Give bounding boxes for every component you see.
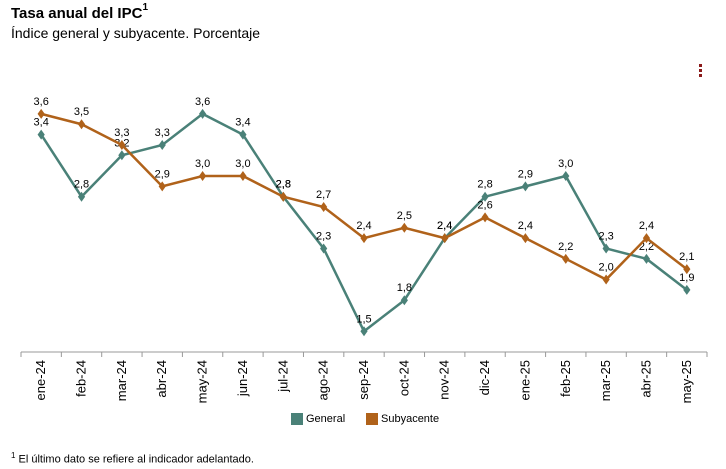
x-tick-label: jun-24 [235, 360, 250, 397]
data-label-general: 3,6 [195, 96, 210, 108]
x-tick-label: mar-25 [598, 360, 613, 401]
legend-label-subyacente: Subyacente [381, 413, 440, 425]
legend-item-general[interactable]: General [291, 413, 345, 425]
data-point-general [400, 295, 408, 306]
data-point-general [77, 191, 86, 202]
data-point-subyacente [77, 119, 86, 130]
x-tick-label: may-25 [679, 360, 694, 403]
data-label-subyacente: 2,6 [477, 199, 492, 211]
data-label-subyacente: 2,4 [639, 220, 654, 232]
data-label-subyacente: 3,3 [114, 127, 129, 139]
data-point-subyacente [562, 253, 570, 264]
legend-swatch-general [291, 413, 303, 425]
data-label-general: 3,4 [235, 117, 250, 129]
data-point-subyacente [360, 233, 368, 244]
data-label-general: 2,9 [518, 168, 533, 180]
x-tick-label: mar-24 [114, 360, 129, 401]
data-label-subyacente: 2,4 [518, 220, 533, 232]
x-tick-label: ago-24 [316, 360, 331, 400]
data-label-subyacente: 2,7 [316, 189, 331, 201]
data-point-subyacente [320, 202, 328, 213]
data-label-general: 2,8 [74, 179, 89, 191]
data-label-subyacente: 3,6 [34, 96, 49, 108]
chart-subtitle: Índice general y subyacente. Porcentaje [11, 25, 261, 41]
data-label-general: 1,8 [397, 282, 412, 294]
data-label-subyacente: 2,2 [558, 241, 573, 253]
legend-item-subyacente[interactable]: Subyacente [366, 413, 439, 425]
x-tick-label: ene-25 [517, 360, 532, 400]
data-point-general [37, 129, 45, 140]
data-label-subyacente: 2,8 [276, 179, 291, 191]
data-point-subyacente [683, 264, 691, 275]
data-label-general: 3,4 [34, 117, 49, 129]
legend-swatch-subyacente [366, 413, 378, 425]
data-point-subyacente [521, 233, 530, 244]
data-point-subyacente [602, 274, 610, 285]
data-label-subyacente: 3,5 [74, 106, 89, 118]
data-point-subyacente [118, 139, 126, 150]
data-label-subyacente: 2,1 [679, 251, 694, 263]
x-tick-label: oct-24 [396, 360, 411, 396]
data-label-general: 1,5 [356, 313, 371, 325]
data-point-subyacente [37, 108, 45, 119]
data-label-subyacente: 2,4 [356, 220, 371, 232]
data-label-general: 3,0 [558, 158, 573, 170]
data-point-subyacente [158, 181, 166, 192]
data-label-subyacente: 2,0 [598, 262, 613, 274]
data-label-subyacente: 2,9 [155, 168, 170, 180]
data-point-general [642, 253, 651, 264]
data-label-general: 3,3 [155, 127, 170, 139]
data-point-general [481, 191, 489, 202]
series-line-subyacente [40, 112, 688, 282]
data-point-general [198, 108, 207, 119]
data-point-subyacente [198, 171, 207, 181]
data-point-general [360, 326, 368, 337]
data-point-general [118, 150, 126, 161]
data-point-general [562, 171, 570, 181]
data-point-subyacente [400, 222, 408, 233]
data-point-subyacente [642, 233, 651, 244]
x-tick-label: feb-24 [74, 360, 89, 397]
legend-label-general: General [306, 413, 346, 425]
data-point-general [239, 129, 247, 140]
x-tick-label: abr-24 [154, 360, 169, 398]
data-label-subyacente: 2,4 [437, 220, 452, 232]
menu-dots-icon[interactable] [698, 64, 704, 80]
data-point-subyacente [481, 212, 489, 223]
data-point-general [320, 243, 328, 254]
data-point-general [683, 284, 691, 295]
data-label-general: 2,8 [477, 179, 492, 191]
data-label-general: 2,3 [598, 230, 613, 242]
x-tick-label: feb-25 [558, 360, 573, 397]
chart-title: Tasa anual del IPC1 [11, 2, 148, 22]
x-tick-label: sep-24 [356, 360, 371, 400]
data-label-general: 2,3 [316, 230, 331, 242]
data-point-subyacente [441, 233, 449, 244]
data-label-subyacente: 3,0 [195, 158, 210, 170]
x-tick-label: abr-25 [638, 360, 653, 398]
x-tick-label: nov-24 [437, 360, 452, 400]
x-tick-label: ene-24 [33, 360, 48, 400]
data-point-general [602, 243, 610, 254]
x-tick-label: may-24 [195, 360, 210, 403]
data-label-subyacente: 2,5 [397, 210, 412, 222]
data-point-subyacente [279, 191, 287, 202]
data-point-subyacente [239, 171, 247, 181]
footnote: 1 El último dato se refiere al indicador… [11, 451, 254, 466]
data-label-general: 1,9 [679, 272, 694, 284]
data-point-general [158, 139, 166, 150]
x-tick-label: dic-24 [477, 360, 492, 395]
data-label-general: 2,4 [437, 220, 452, 232]
data-label-general: 2,8 [276, 179, 291, 191]
data-label-subyacente: 3,0 [235, 158, 250, 170]
x-tick-label: jul-24 [275, 360, 290, 393]
data-point-general [521, 181, 530, 192]
